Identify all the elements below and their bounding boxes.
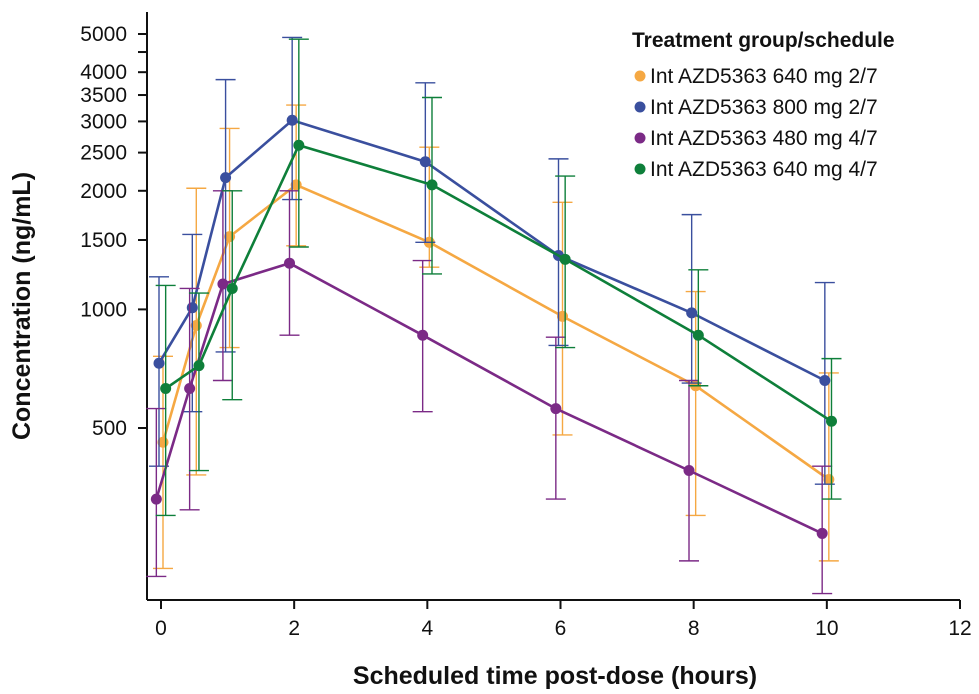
data-point — [160, 382, 172, 394]
y-tick-label: 2000 — [80, 180, 127, 203]
y-tick-label: 4000 — [80, 61, 127, 84]
data-point — [293, 139, 305, 151]
plot-area — [146, 36, 842, 595]
data-point — [184, 382, 196, 394]
series-4 — [155, 38, 842, 517]
legend-marker — [634, 70, 646, 82]
series-line — [161, 183, 830, 481]
x-tick-label: 4 — [421, 617, 433, 640]
x-axis-title: Scheduled time post-dose (hours) — [353, 662, 757, 690]
x-tick-label: 0 — [155, 617, 167, 640]
legend-marker — [634, 163, 646, 175]
data-point — [284, 257, 296, 269]
data-point — [417, 329, 429, 341]
series-line — [164, 143, 833, 423]
legend-label: Int AZD5363 640 mg 2/7 — [650, 65, 878, 88]
x-tick-label: 8 — [688, 617, 700, 640]
legend-marker — [634, 132, 646, 144]
data-point — [150, 493, 162, 505]
data-point — [825, 415, 837, 427]
data-point — [286, 114, 298, 126]
legend: Treatment group/schedule Int AZD5363 640… — [632, 29, 895, 181]
data-point — [193, 360, 205, 372]
data-point — [686, 307, 698, 319]
legend-label: Int AZD5363 640 mg 4/7 — [650, 158, 878, 181]
x-tick-label: 2 — [288, 617, 300, 640]
legend-marker — [634, 101, 646, 113]
y-tick-label: 2500 — [80, 142, 127, 165]
series-2 — [149, 36, 835, 485]
data-point — [426, 179, 438, 191]
y-tick-label: 500 — [92, 417, 127, 440]
y-tick-label: 3000 — [80, 110, 127, 133]
data-point — [692, 329, 704, 341]
x-tick-label: 6 — [555, 617, 567, 640]
x-ticks: 0 2 4 6 8 10 12 — [155, 600, 972, 640]
y-tick-label: 1500 — [80, 229, 127, 252]
data-point — [683, 465, 695, 477]
data-point — [816, 527, 828, 539]
series-line — [155, 261, 823, 535]
y-tick-label: 1000 — [80, 298, 127, 321]
series-line — [157, 119, 826, 382]
x-tick-label: 10 — [815, 617, 838, 640]
data-point — [550, 403, 562, 415]
axes: 0 2 4 6 8 10 12 500 1000 1500 2000 2500 3000 3500400… — [80, 12, 972, 640]
x-tick-label: 12 — [948, 617, 971, 640]
data-point — [153, 357, 165, 369]
y-tick-label: 3500 — [80, 84, 127, 107]
series-3 — [146, 190, 833, 595]
data-point — [419, 156, 431, 168]
data-point — [186, 302, 198, 314]
legend-title: Treatment group/schedule — [632, 29, 895, 52]
legend-label: Int AZD5363 480 mg 4/7 — [650, 127, 878, 150]
data-point — [226, 282, 238, 294]
legend-label: Int AZD5363 800 mg 2/7 — [650, 96, 878, 119]
data-point — [217, 278, 229, 290]
y-tick-label: 5000 — [80, 23, 127, 46]
data-point — [559, 253, 571, 265]
data-point — [220, 172, 232, 184]
y-axis-title: Concentration (ng/mL) — [8, 172, 36, 440]
data-point — [819, 374, 831, 386]
